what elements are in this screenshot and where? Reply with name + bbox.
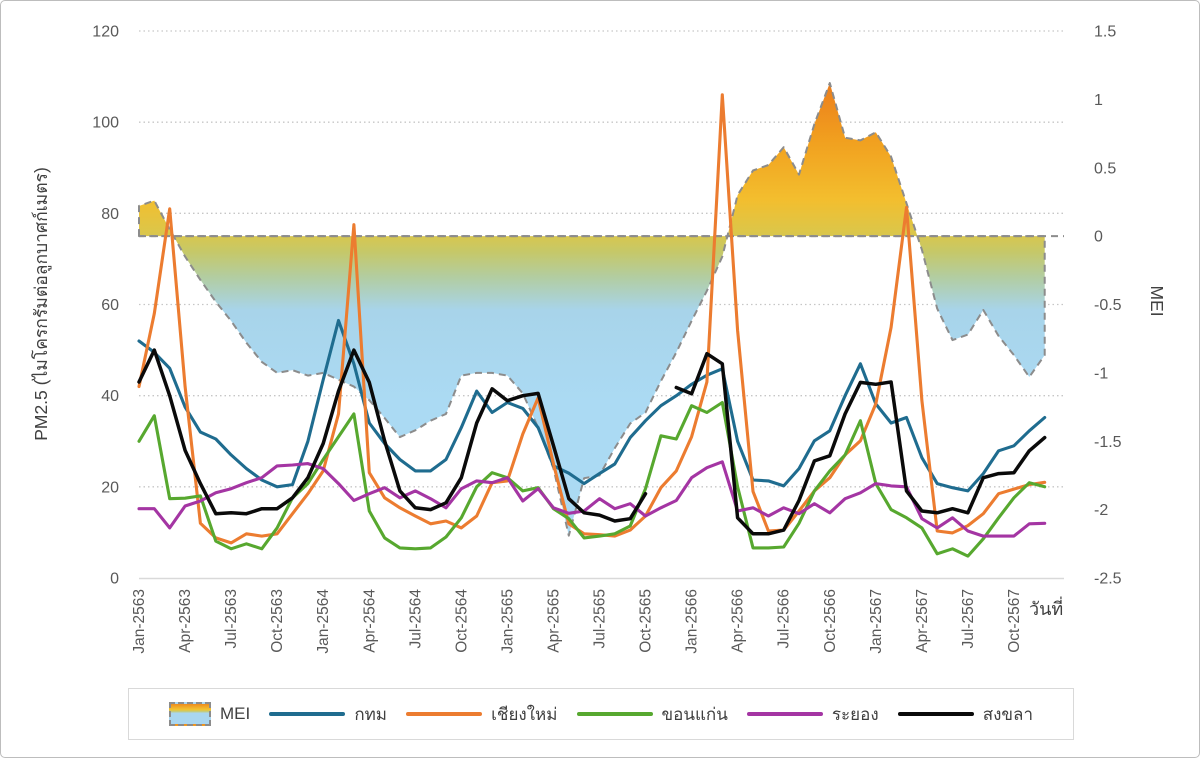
x-tick: Jan-2563 <box>131 589 148 654</box>
legend: MEI กทม เชียงใหม่ ขอนแก่น ระยอง สงขลา <box>128 688 1074 740</box>
x-tick: Oct-2565 <box>638 589 655 653</box>
x-tick: Oct-2567 <box>1006 589 1023 653</box>
x-tick: Jan-2566 <box>684 589 701 654</box>
legend-label: MEI <box>220 704 251 723</box>
x-tick: Jan-2564 <box>315 589 332 654</box>
y-right-tick: 1.5 <box>1094 24 1116 41</box>
y-right-tick: 0.5 <box>1094 160 1116 177</box>
series-ระยอง <box>137 460 1047 538</box>
y-left-axis-title: PM2.5 (ไมโครกรัมต่อลูกบาศก์เมตร) <box>31 167 52 441</box>
y-right-tick: -1 <box>1094 365 1108 382</box>
y-right-tick: -2 <box>1094 502 1108 519</box>
line-swatch-icon <box>897 712 974 716</box>
legend-label: กทม <box>354 704 388 724</box>
x-tick: Jul-2567 <box>960 589 977 648</box>
x-tick: Jul-2564 <box>407 589 424 649</box>
y-right-tick: 1 <box>1094 92 1103 109</box>
y-right-tick: -1.5 <box>1094 434 1122 451</box>
series-lines <box>137 93 1047 558</box>
line-swatch-icon <box>746 712 823 716</box>
x-tick: Apr-2564 <box>361 589 378 653</box>
y-left-tick: 80 <box>101 206 119 223</box>
legend-label: ระยอง <box>831 704 879 724</box>
line-swatch-icon <box>269 712 346 716</box>
legend-label: เชียงใหม่ <box>491 704 558 724</box>
series-กทม <box>137 318 1047 493</box>
x-tick: Apr-2565 <box>546 589 563 653</box>
line-swatch-icon <box>576 712 653 716</box>
y-right-tick: 0 <box>1094 229 1103 246</box>
legend-label: ขอนแก่น <box>661 704 728 724</box>
legend-item-เชียงใหม่: เชียงใหม่ <box>406 701 557 728</box>
series-ขอนแก่น <box>137 400 1047 558</box>
y-right-axis-title: MEI <box>1147 285 1167 316</box>
axis-tick-labels: 0 20 40 60 80 100 120 1.5 1 0.5 0 -0.5 -1 -1.5 -2 -2.5 J… <box>92 24 1121 654</box>
y-left-tick: 120 <box>92 24 119 41</box>
legend-item-MEI: MEI <box>169 702 250 726</box>
x-tick: Jul-2563 <box>223 589 240 648</box>
y-left-tick: 20 <box>101 479 119 496</box>
legend-item-กทม: กทม <box>269 701 387 728</box>
y-right-tick: -0.5 <box>1094 297 1122 314</box>
line-swatch-icon <box>406 712 483 716</box>
x-tick: Apr-2567 <box>914 589 931 653</box>
x-tick: Oct-2563 <box>269 589 286 653</box>
y-left-tick: 0 <box>110 571 119 588</box>
legend-label: สงขลา <box>982 704 1033 724</box>
x-tick: Oct-2564 <box>453 589 470 653</box>
x-tick: Jan-2565 <box>499 589 516 654</box>
x-tick: Apr-2563 <box>177 589 194 653</box>
y-left-tick: 40 <box>101 388 119 405</box>
x-tick: Apr-2566 <box>730 589 747 653</box>
y-left-tick: 60 <box>101 297 119 314</box>
series-เชียงใหม่ <box>137 93 1047 545</box>
y-left-tick: 100 <box>92 115 119 132</box>
x-tick: Oct-2566 <box>822 589 839 653</box>
y-right-tick: -2.5 <box>1094 571 1122 588</box>
legend-item-ขอนแก่น: ขอนแก่น <box>576 701 728 728</box>
mei-area-swatch-icon <box>169 702 211 726</box>
legend-item-สงขลา: สงขลา <box>897 701 1033 728</box>
x-tick: Jul-2566 <box>776 589 793 648</box>
x-tick: Jan-2567 <box>868 589 885 654</box>
legend-item-ระยอง: ระยอง <box>746 701 879 728</box>
x-tick: Jul-2565 <box>592 589 609 648</box>
series-สงขลา <box>137 348 1047 536</box>
x-axis-title: วันที่ <box>1029 596 1063 619</box>
